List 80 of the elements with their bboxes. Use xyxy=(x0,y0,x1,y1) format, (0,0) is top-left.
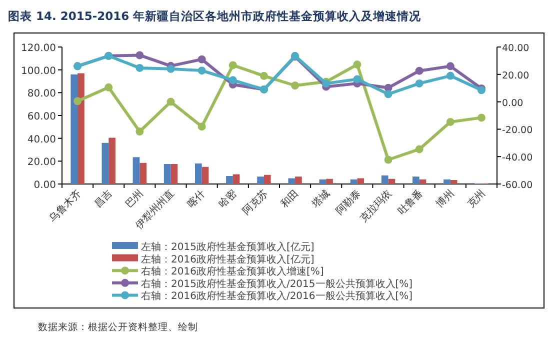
bar xyxy=(357,178,364,184)
bar xyxy=(295,176,302,184)
bar xyxy=(419,179,426,184)
x-tick-label: 阿克苏 xyxy=(240,188,270,218)
y-tick-label: 60.00 xyxy=(27,112,56,122)
x-tick-label: 喀什 xyxy=(185,188,208,210)
y2-tick-label: 20.00 xyxy=(502,70,530,82)
point xyxy=(136,51,144,60)
y-tick-label: 40.00 xyxy=(27,134,56,146)
bar xyxy=(170,164,178,184)
source-note: 数据来源：根据公开资料整理、绘制 xyxy=(38,321,198,333)
point xyxy=(136,128,144,136)
point xyxy=(228,61,237,70)
x-tick-label: 哈密 xyxy=(216,188,240,210)
bar xyxy=(388,178,396,184)
bar xyxy=(140,162,147,184)
point xyxy=(353,60,362,69)
bar xyxy=(319,179,326,184)
y-tick-label: 80.00 xyxy=(27,88,56,100)
point xyxy=(198,66,206,75)
x-tick-label: 和田 xyxy=(278,188,302,210)
bar xyxy=(108,138,116,184)
bar xyxy=(202,166,209,184)
legend-label: 右轴：2015政府性基金预算收入/2015一般公共预算收入[%] xyxy=(141,278,413,290)
bar xyxy=(326,178,333,184)
point xyxy=(446,72,454,80)
bar xyxy=(164,164,171,184)
x-tick-label: 巴州 xyxy=(123,188,146,210)
y2-tick-label: 0.00 xyxy=(502,98,524,109)
legend-label: 左轴：2015政府性基金预算收入[亿元] xyxy=(141,241,314,253)
point xyxy=(136,64,144,72)
x-tick-label: 博州 xyxy=(434,188,457,210)
bar xyxy=(70,74,78,184)
bar xyxy=(450,180,458,184)
bar xyxy=(288,178,296,184)
x-tick-label: 昌吉 xyxy=(92,188,115,210)
bar xyxy=(412,176,420,184)
bar xyxy=(226,176,233,184)
point xyxy=(446,62,454,70)
point xyxy=(228,76,237,84)
bar xyxy=(194,163,202,184)
chart-title: 图表 14. 2015-2016 年新疆自治区各地州市政府性基金预算收入及增速情况 xyxy=(8,9,422,23)
x-tick-label: 吐鲁番 xyxy=(396,188,426,218)
legend-label: 左轴：2016政府性基金预算收入[亿元] xyxy=(141,253,314,266)
y2-tick-label: -20.00 xyxy=(502,125,533,136)
point xyxy=(415,145,424,154)
point xyxy=(477,114,486,122)
point xyxy=(291,81,300,90)
legend-label: 右轴：2016政府性基金预算收入/2016一般公共预算收入[%] xyxy=(141,290,413,302)
point xyxy=(415,66,424,75)
bar xyxy=(102,142,109,184)
bar xyxy=(232,174,240,184)
point xyxy=(415,79,424,88)
point xyxy=(198,122,206,131)
point xyxy=(353,75,362,84)
y2-tick-label: -60.00 xyxy=(502,180,533,191)
y2-tick-label: -40.00 xyxy=(502,152,533,164)
bar xyxy=(264,174,271,184)
point xyxy=(384,156,392,164)
y-tick-label: 120.00 xyxy=(21,43,56,54)
bar xyxy=(257,176,264,184)
point xyxy=(198,55,206,64)
point xyxy=(104,83,113,92)
point xyxy=(166,64,175,73)
x-tick-label: 克州 xyxy=(464,188,488,210)
point xyxy=(384,90,392,98)
bar xyxy=(381,175,388,184)
point xyxy=(74,97,82,106)
bar xyxy=(78,73,84,184)
point xyxy=(260,72,268,80)
point xyxy=(446,118,454,126)
bar xyxy=(132,157,140,184)
point xyxy=(166,98,175,106)
y-tick-label: 100.00 xyxy=(21,66,56,77)
bar xyxy=(350,179,358,184)
y2-tick-label: 40.00 xyxy=(502,43,530,54)
bar xyxy=(444,179,450,184)
legend-label: 右轴：2016政府性基金预算收入增速[%] xyxy=(141,266,324,278)
x-tick-label: 塔城 xyxy=(308,188,332,211)
y-tick-label: 20.00 xyxy=(27,157,56,168)
